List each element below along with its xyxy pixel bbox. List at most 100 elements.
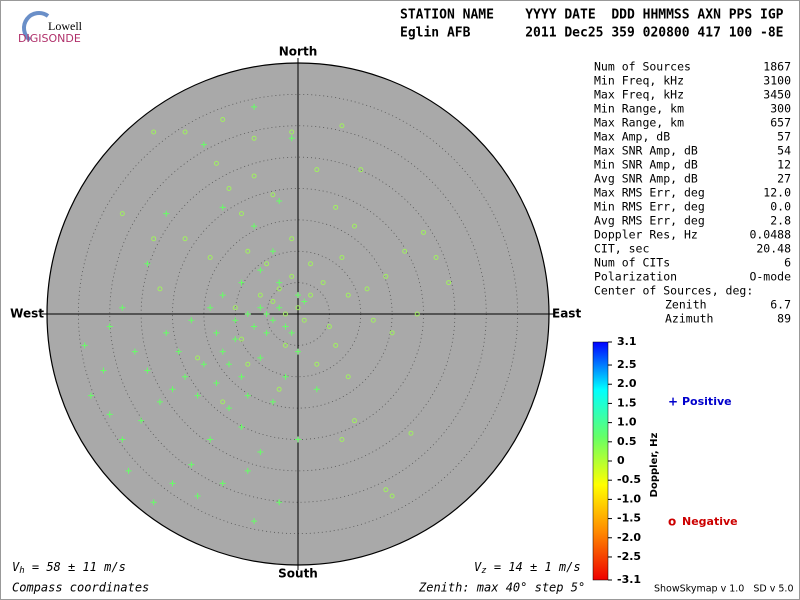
- point-negative: [119, 211, 125, 217]
- point-positive: [169, 480, 176, 487]
- point-negative: [276, 286, 282, 292]
- point-negative: [402, 248, 408, 254]
- point-negative: [270, 192, 276, 198]
- point-positive: [295, 348, 301, 355]
- point-negative: [339, 437, 345, 442]
- point-negative: [345, 292, 351, 298]
- point-negative: [320, 280, 326, 286]
- stat-label: Num of CITs: [594, 256, 670, 270]
- colorbar-tick-label: -2.5: [617, 550, 641, 563]
- point-negative: [314, 167, 320, 173]
- point-negative: [282, 342, 288, 348]
- stat-value: 2.8: [770, 214, 791, 228]
- point-positive: [219, 348, 226, 355]
- point-positive: [100, 367, 107, 374]
- point-negative: [232, 305, 238, 311]
- point-positive: [257, 304, 264, 311]
- point-positive: [263, 329, 270, 336]
- point-negative: [351, 418, 357, 424]
- point-positive: [263, 311, 270, 317]
- point-positive: [219, 292, 226, 299]
- point-positive: [269, 317, 276, 324]
- point-negative: [220, 399, 226, 405]
- point-positive: [194, 392, 201, 399]
- point-negative: [389, 493, 395, 499]
- point-positive: [269, 398, 276, 405]
- point-positive: [125, 467, 132, 474]
- point-positive: [200, 141, 207, 148]
- point-negative: [446, 280, 452, 286]
- point-positive: [251, 223, 258, 230]
- stat-value: 657: [770, 116, 791, 130]
- point-negative: [308, 261, 314, 267]
- point-positive: [276, 279, 283, 286]
- point-negative: [182, 129, 188, 135]
- point-negative: [370, 317, 376, 323]
- stat-label: Max Freq, kHz: [594, 88, 684, 102]
- point-negative: [314, 361, 320, 367]
- stat-label: Max SNR Amp, dB: [594, 144, 698, 158]
- point-negative: [301, 317, 307, 323]
- stat-label: Max Amp, dB: [594, 130, 670, 144]
- center-value: 6.7: [770, 298, 791, 312]
- legend-symbol: +: [668, 395, 678, 409]
- point-negative: [414, 311, 420, 317]
- colorbar-tick-label: 1.0: [617, 416, 637, 429]
- point-negative: [351, 223, 357, 229]
- stat-value: 3100: [763, 74, 791, 88]
- point-positive: [232, 317, 239, 324]
- point-positive: [163, 329, 170, 336]
- point-positive: [238, 279, 245, 286]
- point-positive: [238, 423, 245, 430]
- stat-label: Num of Sources: [594, 60, 691, 74]
- point-negative: [333, 204, 339, 210]
- point-negative: [333, 342, 339, 348]
- point-negative: [226, 186, 232, 191]
- point-negative: [157, 286, 163, 292]
- vz: Vz = 14 ± 1 m/s: [474, 560, 581, 576]
- point-positive: [87, 392, 94, 399]
- stat-label: Min SNR Amp, dB: [594, 158, 698, 172]
- point-positive: [269, 248, 276, 255]
- coords-label: Compass coordinates: [12, 581, 149, 595]
- point-positive: [257, 354, 264, 361]
- colorbar-tick-label: 2.0: [617, 377, 637, 390]
- colorbar-tick-label: -2.0: [617, 531, 641, 544]
- point-negative: [339, 255, 345, 261]
- stat-label: Max Range, km: [594, 116, 684, 130]
- point-negative: [245, 361, 251, 367]
- point-positive: [106, 411, 113, 418]
- center-value: 89: [777, 312, 791, 326]
- stat-value: 300: [770, 102, 791, 116]
- direction-label: West: [10, 307, 44, 321]
- point-negative: [213, 160, 219, 166]
- stat-value: 12: [777, 158, 791, 172]
- point-positive: [144, 367, 151, 374]
- point-positive: [251, 103, 258, 110]
- point-positive: [232, 336, 239, 343]
- stat-label: Polarization: [594, 270, 677, 284]
- header-line: Eglin AFB 2011 Dec25 359 020800 417 100 …: [400, 26, 784, 41]
- colorbar-tick-label: -3.1: [617, 573, 641, 586]
- point-positive: [219, 480, 226, 487]
- colorbar-tick-label: -1.5: [617, 512, 641, 525]
- point-positive: [276, 304, 283, 311]
- legend-symbol: o: [668, 515, 676, 529]
- point-negative: [408, 430, 414, 436]
- colorbar-tick-label: 3.1: [617, 335, 637, 348]
- point-positive: [288, 329, 295, 336]
- stat-value: 54: [777, 144, 791, 158]
- point-positive: [238, 373, 245, 380]
- point-negative: [151, 129, 157, 135]
- stat-value: 0.0488: [749, 228, 791, 242]
- point-positive: [244, 467, 251, 474]
- point-positive: [288, 135, 295, 142]
- direction-label: South: [278, 567, 318, 581]
- colorbar-tick-label: 2.5: [617, 358, 637, 371]
- point-positive: [150, 499, 157, 506]
- point-positive: [119, 436, 126, 443]
- point-negative: [264, 261, 270, 267]
- point-negative: [289, 129, 295, 135]
- point-negative: [195, 355, 201, 361]
